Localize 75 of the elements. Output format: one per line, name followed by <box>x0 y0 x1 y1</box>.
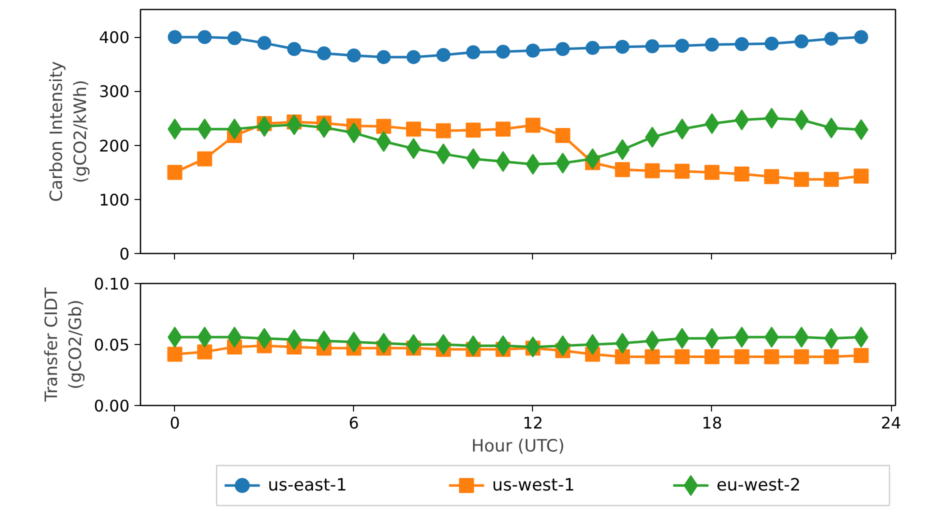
point <box>257 36 272 50</box>
y-axis-title: Carbon Intensity (gCO2/kWh) <box>46 61 91 202</box>
point <box>674 349 690 364</box>
x-tick-label: 24 <box>880 414 902 432</box>
point <box>586 40 600 55</box>
point <box>764 169 780 184</box>
y-tick-label: 0 <box>119 244 130 264</box>
point <box>824 172 839 187</box>
point <box>764 349 780 364</box>
point <box>555 128 570 144</box>
point <box>406 334 421 355</box>
point <box>167 164 182 180</box>
point <box>556 42 570 56</box>
point <box>734 37 749 52</box>
point <box>526 44 540 58</box>
point <box>287 42 302 56</box>
x-tick-label: 12 <box>522 414 544 432</box>
point <box>496 44 510 59</box>
point <box>436 334 451 355</box>
point <box>675 38 690 53</box>
y-axis-title: Transfer CIDT (gCO2/Gb) <box>42 286 86 403</box>
point <box>614 349 630 364</box>
point <box>466 122 481 138</box>
point <box>406 50 421 64</box>
x-tick-label: 18 <box>702 414 722 432</box>
point <box>854 30 868 44</box>
y-tick-label: 0.05 <box>94 336 130 354</box>
x-axis-title: Hour (UTC) <box>471 436 565 456</box>
point <box>615 40 630 54</box>
point <box>376 50 391 64</box>
point <box>674 164 690 179</box>
point <box>854 168 869 184</box>
point <box>854 348 869 363</box>
point <box>704 349 720 364</box>
point <box>317 46 332 60</box>
legend-label: eu-west-2 <box>716 476 801 496</box>
legend-label: us-west-1 <box>492 476 575 496</box>
y-tick-label: 300 <box>98 82 130 102</box>
point <box>645 39 660 54</box>
point <box>764 36 779 51</box>
y-tick-label: 400 <box>98 28 130 48</box>
point <box>734 349 750 364</box>
y-tick-label: 200 <box>98 136 130 156</box>
point <box>376 118 392 134</box>
point <box>406 122 422 137</box>
point <box>644 349 660 364</box>
point <box>704 164 720 180</box>
point <box>436 123 451 138</box>
point <box>734 166 750 182</box>
y-tick-label: 100 <box>98 190 130 210</box>
point <box>197 151 212 166</box>
point <box>644 163 660 178</box>
point <box>794 34 808 48</box>
y-tick-label: 0.00 <box>94 396 130 416</box>
point <box>614 162 630 178</box>
y-tick-label: 0.10 <box>94 274 130 294</box>
point <box>585 334 600 355</box>
point <box>197 344 212 360</box>
point <box>525 118 540 133</box>
point <box>466 45 480 60</box>
point <box>168 30 182 44</box>
point <box>794 349 809 364</box>
x-tick-label: 6 <box>348 414 359 432</box>
point <box>824 349 839 364</box>
point <box>824 32 838 46</box>
point <box>704 38 719 52</box>
legend-label: us-east-1 <box>268 476 347 496</box>
point <box>794 172 809 187</box>
x-tick-label: 0 <box>170 414 180 432</box>
point <box>496 122 511 137</box>
point <box>167 346 182 362</box>
point <box>436 48 450 62</box>
point <box>198 30 212 44</box>
point <box>228 31 242 46</box>
point <box>346 48 361 62</box>
